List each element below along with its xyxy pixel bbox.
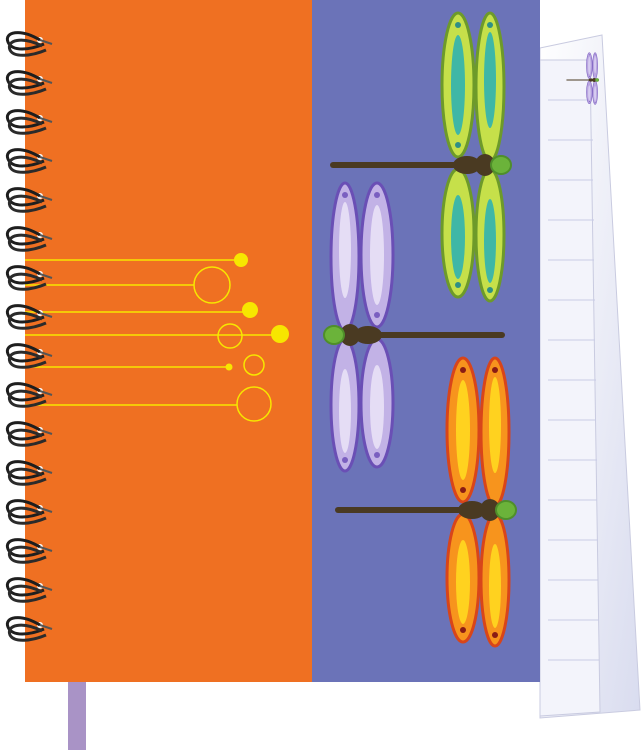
back-pages <box>539 34 641 719</box>
ring <box>5 31 53 57</box>
spiral-binding <box>5 31 54 642</box>
yellow-dots <box>225 253 289 371</box>
page-lines <box>548 99 599 661</box>
ribbon-bookmark <box>68 676 86 750</box>
cover-orange <box>25 0 313 682</box>
page-front <box>539 59 601 717</box>
yellow-motif <box>25 259 272 422</box>
